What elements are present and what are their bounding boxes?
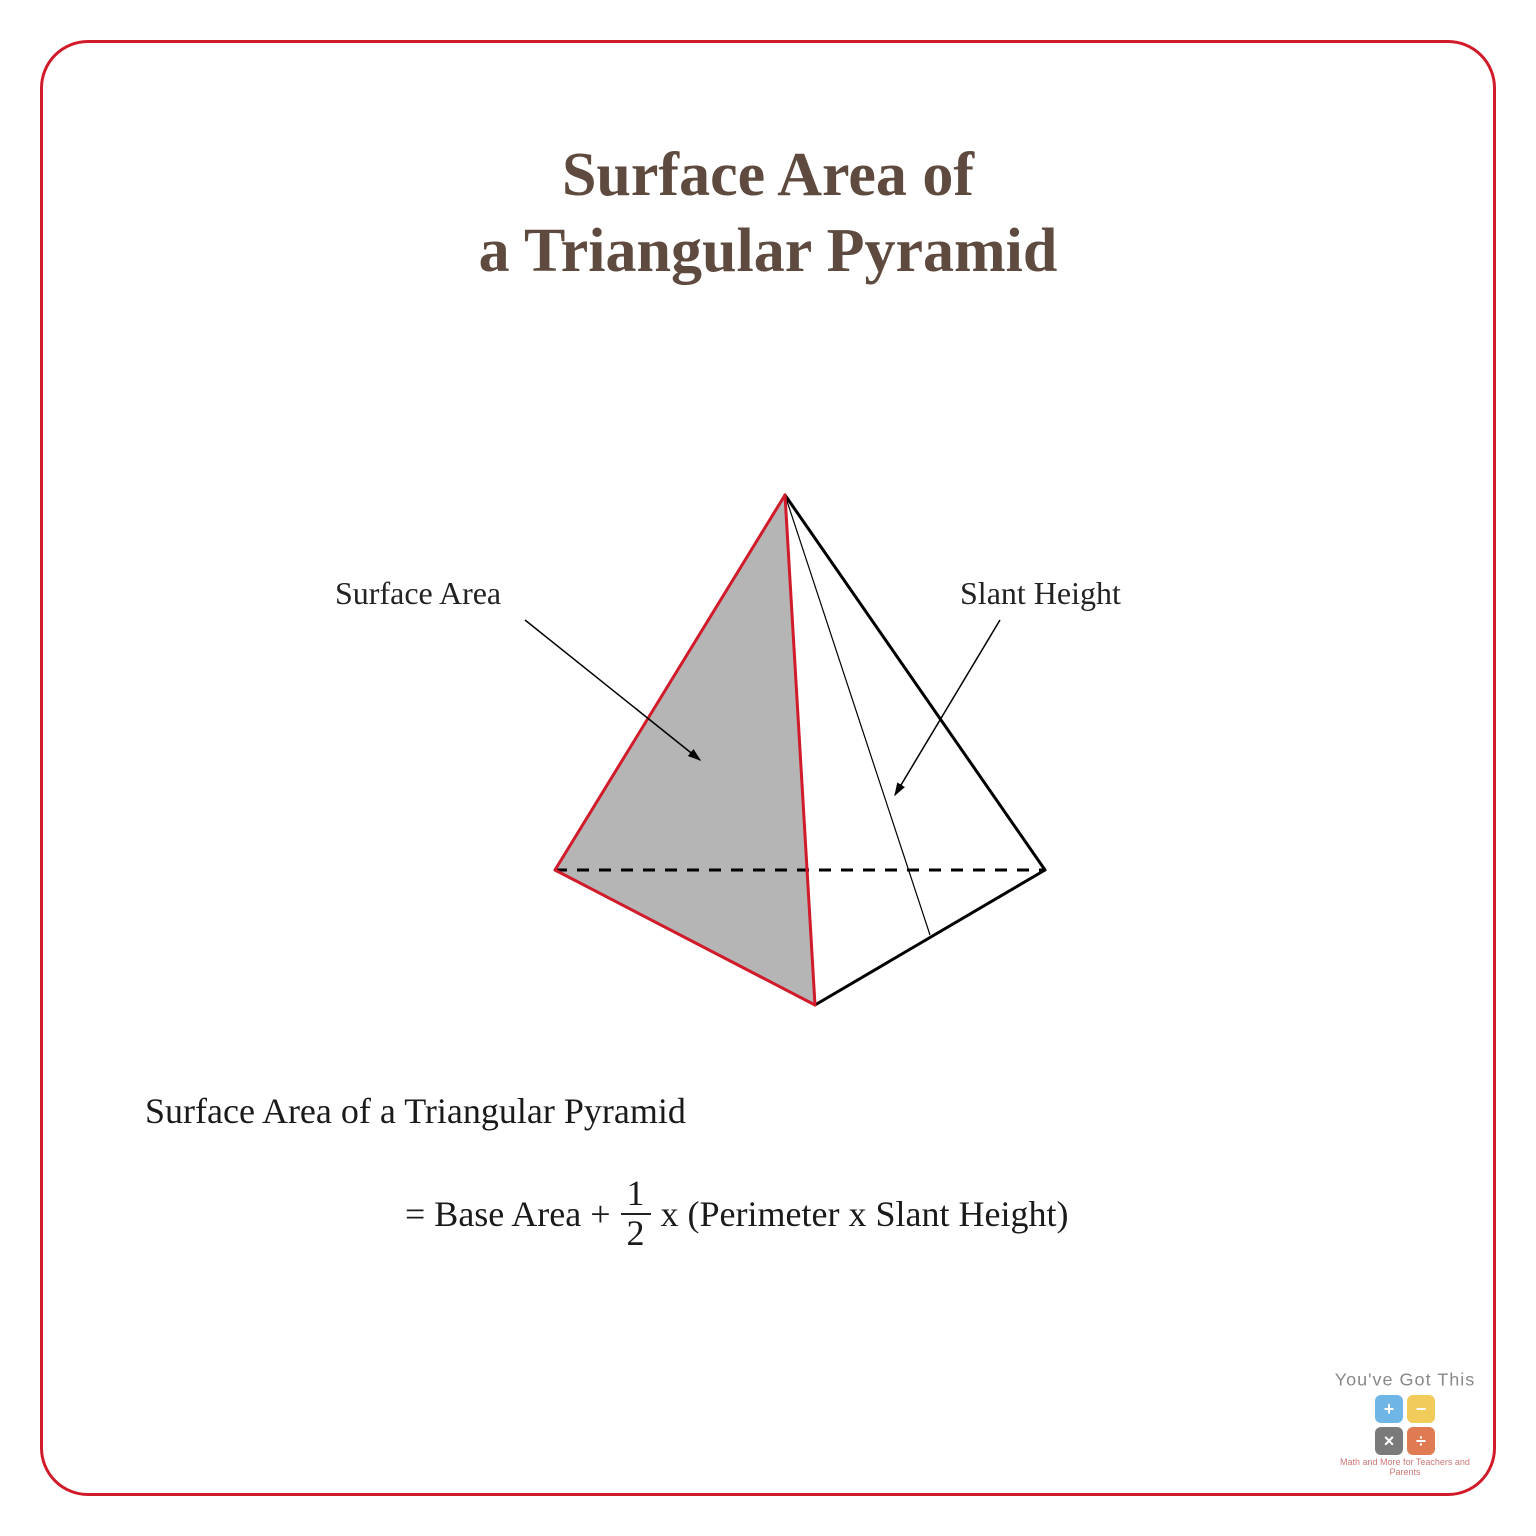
- formula-fraction: 1 2: [621, 1175, 651, 1253]
- page-title-line2: a Triangular Pyramid: [0, 216, 1536, 287]
- logo-times-icon: ×: [1375, 1427, 1403, 1455]
- formula-prefix: = Base Area +: [405, 1193, 611, 1235]
- formula-expression: = Base Area + 1 2 x (Perimeter x Slant H…: [405, 1175, 1068, 1253]
- logo-plus-icon: +: [1375, 1395, 1403, 1423]
- brand-logo: You've Got This + − × ÷ Math and More fo…: [1330, 1370, 1480, 1477]
- page-title-line1: Surface Area of: [0, 140, 1536, 211]
- fraction-denominator: 2: [621, 1213, 651, 1253]
- label-surface-area: Surface Area: [335, 575, 501, 612]
- formula-heading: Surface Area of a Triangular Pyramid: [145, 1090, 686, 1132]
- logo-operator-grid: + − × ÷: [1375, 1395, 1435, 1455]
- formula-suffix: x (Perimeter x Slant Height): [661, 1193, 1069, 1235]
- logo-tagline: Math and More for Teachers and Parents: [1330, 1457, 1480, 1477]
- fraction-numerator: 1: [627, 1175, 645, 1213]
- logo-minus-icon: −: [1407, 1395, 1435, 1423]
- label-slant-height: Slant Height: [960, 575, 1121, 612]
- logo-divide-icon: ÷: [1407, 1427, 1435, 1455]
- logo-arc-text: You've Got This: [1330, 1371, 1480, 1391]
